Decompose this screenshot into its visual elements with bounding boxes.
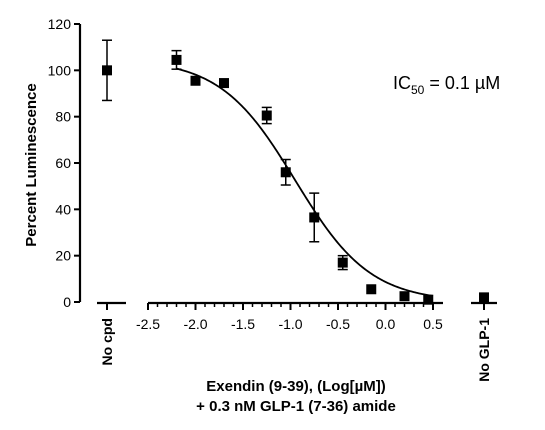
ic50-annotation: IC50 = 0.1 µM <box>393 73 500 97</box>
x-tick-label: 0.5 <box>423 316 443 332</box>
x-tick-label: -0.5 <box>326 316 350 332</box>
y-tick-label-100: 100 <box>48 62 72 78</box>
x-tick-label: -1.0 <box>278 316 302 332</box>
y-tick-label-120: 120 <box>48 16 72 32</box>
y-tick-label-40: 40 <box>55 201 71 217</box>
x-tick-label: 0.0 <box>376 316 396 332</box>
no-cpd-label: No cpd <box>99 318 115 365</box>
data-point-1 <box>171 54 182 65</box>
data-point-10 <box>423 294 434 305</box>
x-tick-label: -2.0 <box>183 316 207 332</box>
data-point-7 <box>337 257 348 268</box>
data-point-6 <box>309 212 320 223</box>
x-axis-title-line1: Exendin (9-39), (Log[µM]) <box>206 378 385 395</box>
data-point-3 <box>219 78 229 89</box>
x-tick-label: -1.5 <box>231 316 255 332</box>
x-axis-title-line2: + 0.3 nM GLP-1 (7-36) amide <box>196 398 396 415</box>
y-tick-label-0: 0 <box>63 294 71 310</box>
y-tick-label-60: 60 <box>55 155 71 171</box>
no-glp1-point <box>479 292 489 303</box>
y-axis-title: Percent Luminescence <box>23 83 40 246</box>
data-point-8 <box>366 284 377 295</box>
fit-curve <box>176 67 434 297</box>
data-point-2 <box>190 75 201 86</box>
y-tick-label-80: 80 <box>55 109 71 125</box>
data-point-4 <box>261 110 272 121</box>
x-tick-label: -2.5 <box>136 316 160 332</box>
no-glp1-label: No GLP-1 <box>476 318 492 382</box>
data-point-5 <box>280 167 291 178</box>
y-tick-label-20: 20 <box>55 248 71 264</box>
no-cpd-point <box>102 65 112 76</box>
data-point-9 <box>399 291 410 302</box>
